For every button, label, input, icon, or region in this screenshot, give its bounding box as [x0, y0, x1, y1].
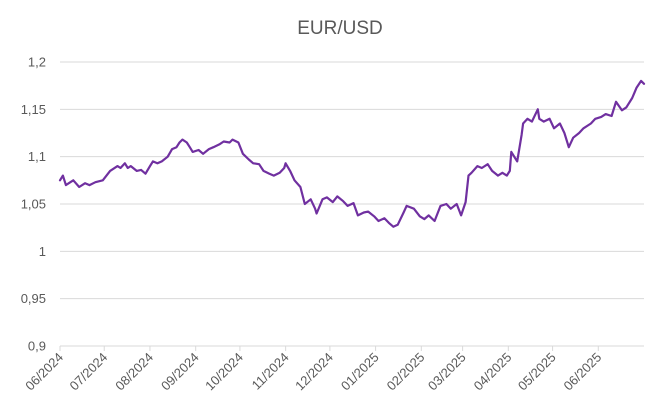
x-tick-label: 09/2024 — [158, 350, 202, 394]
series-line-eur-usd — [58, 79, 646, 228]
x-tick-label: 06/2025 — [561, 350, 605, 394]
x-tick-label: 07/2024 — [67, 350, 111, 394]
x-tick-label: 02/2025 — [384, 350, 428, 394]
y-tick-label: 1,1 — [28, 149, 46, 164]
y-tick-label: 0,95 — [21, 291, 46, 306]
y-tick-label: 1,05 — [21, 197, 46, 212]
gridlines — [60, 61, 644, 347]
x-tick-label: 12/2024 — [292, 350, 336, 394]
x-axis-ticks: 06/2024 07/2024 08/2024 09/2024 10/2024 11/20… — [22, 346, 604, 393]
x-tick-label: 06/2024 — [22, 350, 66, 394]
y-axis-ticks: 0,9 0,95 1 1,05 1,1 1,15 1,2 — [21, 55, 46, 354]
y-tick-label: 1,15 — [21, 102, 46, 117]
x-tick-label: 11/2024 — [249, 350, 292, 393]
x-tick-label: 04/2025 — [471, 350, 515, 394]
x-tick-label: 01/2025 — [338, 350, 382, 394]
chart-title: EUR/USD — [297, 18, 383, 39]
x-tick-label: 03/2025 — [425, 350, 469, 394]
x-tick-label: 10/2024 — [202, 350, 246, 394]
y-tick-label: 1 — [39, 244, 46, 259]
x-tick-label: 08/2024 — [112, 350, 156, 394]
x-tick-label: 05/2025 — [515, 350, 559, 394]
y-tick-label: 1,2 — [28, 55, 46, 70]
series-layer — [58, 79, 646, 228]
y-tick-label: 0,9 — [28, 339, 46, 354]
